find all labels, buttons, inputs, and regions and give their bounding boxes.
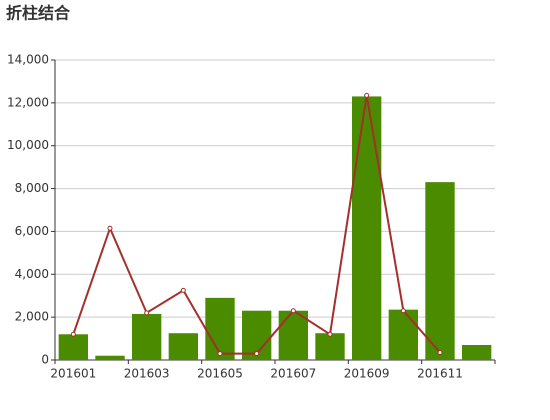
bar: [205, 297, 235, 360]
x-tick-label: 201605: [197, 367, 243, 381]
bar: [462, 345, 492, 360]
chart-title: 折柱结合: [6, 4, 71, 23]
line-point: [327, 331, 333, 337]
line-point: [290, 308, 296, 314]
line-point: [217, 351, 223, 357]
x-tick-label: 201603: [124, 367, 170, 381]
y-tick-label: 6,000: [15, 224, 49, 238]
bar: [95, 355, 125, 360]
y-tick-label: 8,000: [15, 181, 49, 195]
line-point: [364, 92, 370, 98]
bar: [388, 309, 418, 360]
y-tick-label: 12,000: [7, 95, 49, 109]
bar: [58, 334, 88, 360]
y-tick-label: 2,000: [15, 310, 49, 324]
bar: [168, 333, 198, 360]
line-point: [144, 310, 150, 316]
x-tick-label: 201607: [270, 367, 316, 381]
y-tick-label: 10,000: [7, 138, 49, 152]
bar: [132, 313, 162, 360]
line-point: [107, 225, 113, 231]
bar: [278, 310, 308, 360]
bar: [352, 96, 382, 360]
x-tick-label: 201611: [417, 367, 463, 381]
bar: [315, 333, 345, 360]
x-tick-label: 201601: [50, 367, 96, 381]
x-tick-label: 201609: [344, 367, 390, 381]
y-tick-label: 0: [41, 353, 49, 367]
line-point: [400, 308, 406, 314]
line-point: [70, 331, 76, 337]
line-point: [180, 287, 186, 293]
line-point: [437, 350, 443, 355]
bar: [425, 182, 455, 360]
y-tick-label: 4,000: [15, 267, 49, 281]
line-point: [254, 351, 260, 357]
y-tick-label: 14,000: [7, 53, 49, 67]
